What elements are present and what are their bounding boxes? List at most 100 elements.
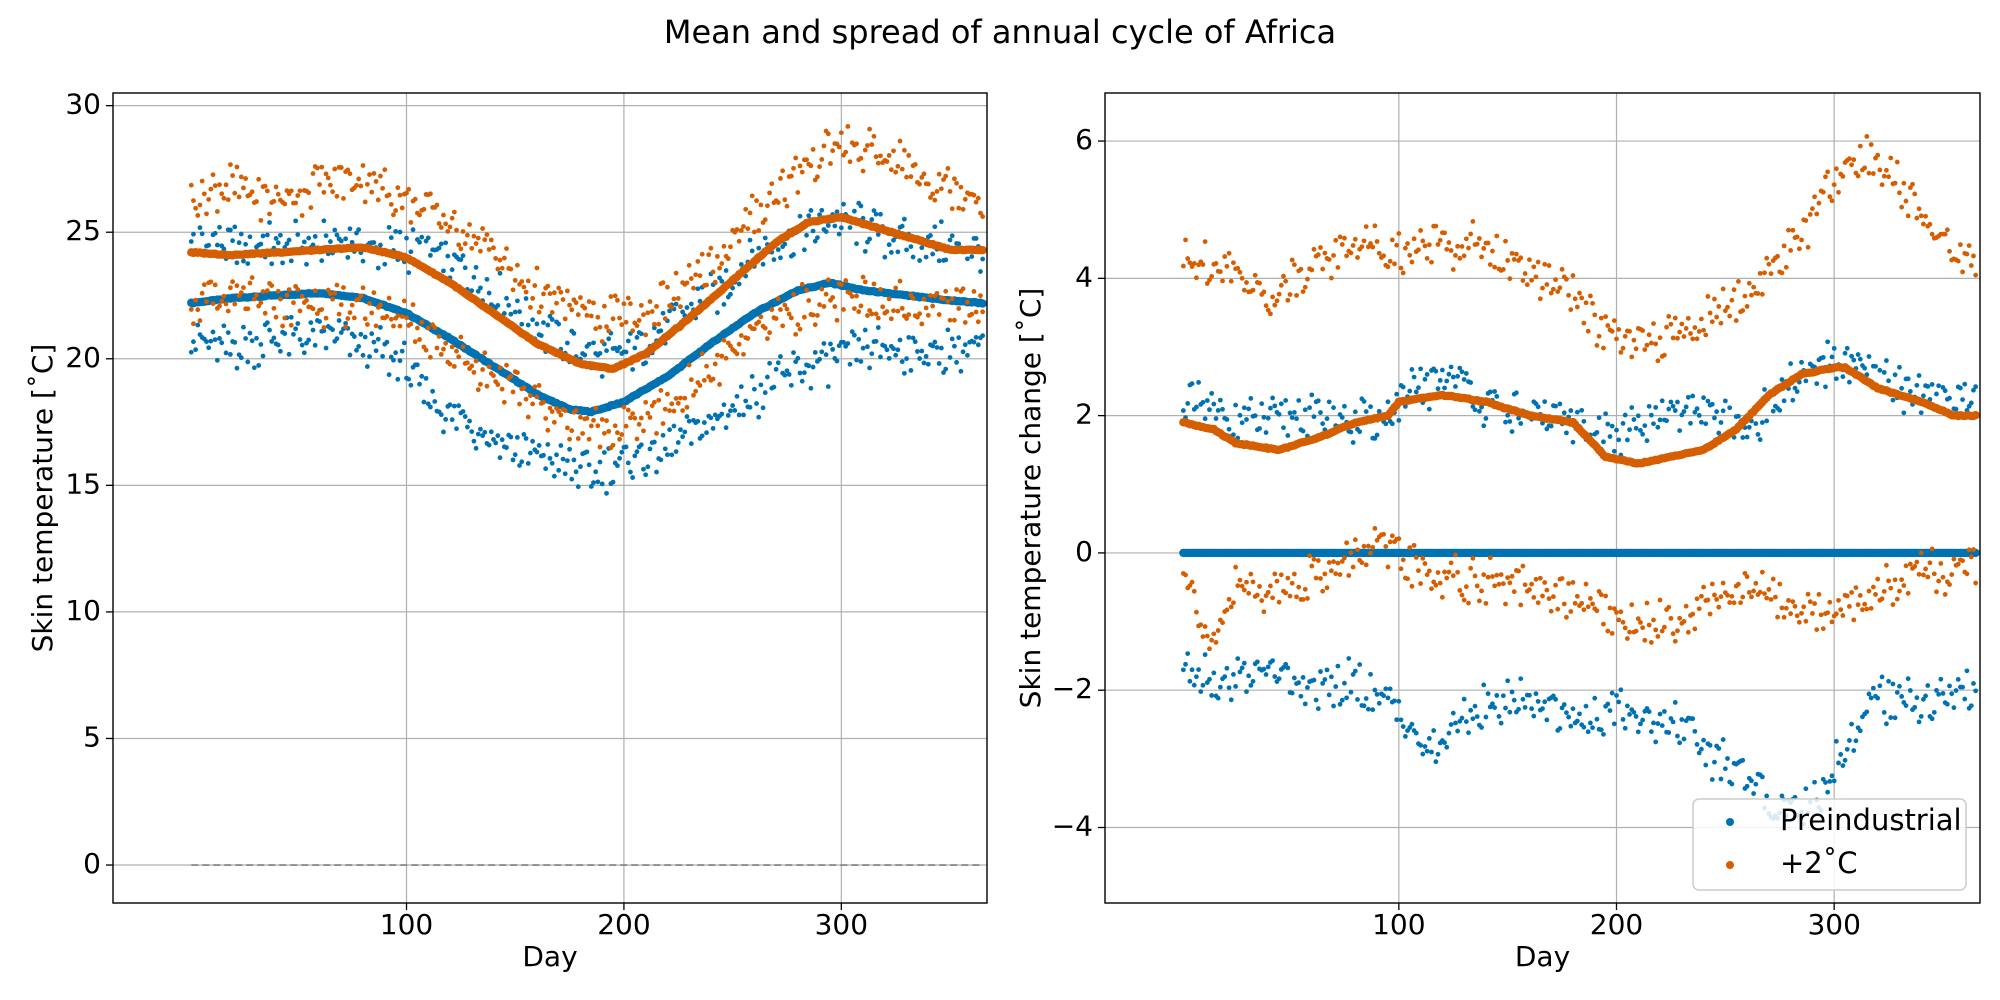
preindustrial-lower-point (599, 481, 605, 487)
preindustrial-upper-point (1905, 376, 1911, 382)
warm-lower-point (1500, 581, 1506, 587)
warm-lower-point (1359, 560, 1365, 566)
preindustrial-upper-point (899, 223, 905, 229)
preindustrial-lower-point (1376, 700, 1382, 706)
warm-lower-point (880, 304, 886, 310)
warm-lower-point (1720, 580, 1726, 586)
preindustrial-upper-point (332, 227, 338, 233)
warm-upper-point (1187, 260, 1193, 266)
warm-upper-point (451, 209, 457, 215)
warm-upper-point (530, 295, 536, 301)
preindustrial-lower-point (247, 330, 253, 336)
warm-lower-point (1507, 580, 1513, 586)
warm-lower-point (262, 310, 268, 316)
preindustrial-upper-point (1342, 403, 1347, 409)
warm-upper-point (1355, 255, 1360, 260)
preindustrial-lower-point (282, 331, 288, 336)
warm-upper-point (232, 190, 238, 196)
preindustrial-lower-point (245, 359, 251, 365)
preindustrial-upper-point (495, 303, 501, 308)
preindustrial-upper-point (247, 234, 253, 240)
preindustrial-lower-point (1357, 662, 1363, 667)
warm-upper-point (334, 193, 340, 199)
warm-lower-point (1829, 619, 1835, 625)
preindustrial-lower-point (638, 442, 644, 448)
warm-upper-point (441, 212, 446, 218)
preindustrial-upper-point (1579, 407, 1585, 413)
warm-lower-point (1583, 581, 1589, 587)
warm-lower-point (1770, 576, 1776, 582)
preindustrial-lower-point (1574, 718, 1580, 724)
preindustrial-lower-point (336, 318, 342, 323)
warm-upper-point (1479, 254, 1484, 260)
preindustrial-lower-point (962, 342, 968, 348)
preindustrial-upper-point (506, 302, 512, 308)
warm-lower-point (1211, 631, 1217, 637)
preindustrial-lower-point (1231, 672, 1236, 677)
warm-lower-point (886, 296, 892, 302)
preindustrial-upper-point (1692, 409, 1698, 415)
warm-lower-point (1220, 620, 1225, 626)
warm-lower-point (471, 369, 477, 375)
warm-upper-point (201, 191, 207, 197)
preindustrial-lower-point (1435, 751, 1441, 757)
warm-upper-point (460, 229, 466, 234)
warm-lower-point (1209, 637, 1215, 643)
warm-upper-point (1459, 244, 1465, 249)
preindustrial-lower-point (667, 427, 672, 433)
preindustrial-lower-point (286, 351, 292, 357)
warm-upper-point (1644, 342, 1650, 348)
preindustrial-lower-point (1749, 778, 1754, 784)
preindustrial-lower-point (1291, 675, 1297, 681)
warm-lower-point (304, 297, 309, 303)
warm-lower-point (1305, 596, 1310, 601)
warm-upper-point (1426, 242, 1432, 248)
warm-upper-point (1209, 273, 1215, 279)
warm-lower-point (273, 314, 279, 320)
preindustrial-lower-point (665, 452, 670, 458)
preindustrial-upper-point (393, 229, 399, 234)
warm-lower-point (449, 344, 455, 350)
preindustrial-upper-point (1633, 425, 1639, 431)
warm-upper-point (228, 162, 233, 168)
warm-lower-point (910, 295, 916, 301)
warm-lower-point (906, 312, 912, 317)
preindustrial-lower-point (1407, 725, 1413, 730)
preindustrial-lower-point (660, 432, 666, 438)
warm-lower-point (1522, 582, 1528, 588)
warm-upper-point (1585, 328, 1591, 334)
warm-upper-point (978, 210, 983, 216)
preindustrial-upper-point (738, 262, 744, 267)
warm-lower-point (1605, 628, 1611, 634)
warm-lower-point (843, 278, 849, 283)
preindustrial-lower-point (1886, 678, 1891, 684)
preindustrial-upper-point (1794, 389, 1800, 394)
warm-lower-point (1194, 609, 1199, 615)
warm-upper-point (358, 183, 364, 189)
preindustrial-upper-point (719, 278, 725, 284)
warm-lower-point (1407, 545, 1413, 551)
warm-upper-point (373, 179, 379, 184)
preindustrial-upper-point (1455, 373, 1461, 379)
warm-lower-point (1622, 625, 1628, 631)
warm-lower-point (1907, 561, 1913, 567)
preindustrial-lower-point (1971, 681, 1976, 686)
preindustrial-lower-point (449, 417, 455, 423)
warm-lower-point (325, 287, 331, 293)
warm-lower-point (573, 408, 579, 414)
warm-upper-point (1244, 280, 1249, 285)
warm-lower-point (217, 303, 222, 309)
warm-upper-point (958, 184, 964, 190)
preindustrial-lower-point (234, 365, 240, 371)
warm-lower-point (349, 302, 355, 308)
preindustrial-lower-point (551, 473, 557, 479)
warm-upper-point (1672, 315, 1678, 321)
warm-lower-point (1311, 556, 1317, 562)
preindustrial-lower-point (1557, 726, 1563, 731)
preindustrial-lower-point (219, 340, 225, 346)
preindustrial-lower-point (1844, 746, 1850, 752)
warm-upper-point (443, 221, 449, 227)
preindustrial-lower-point (675, 440, 681, 445)
warm-upper-point (1899, 204, 1905, 210)
warm-lower-point (1685, 629, 1691, 635)
